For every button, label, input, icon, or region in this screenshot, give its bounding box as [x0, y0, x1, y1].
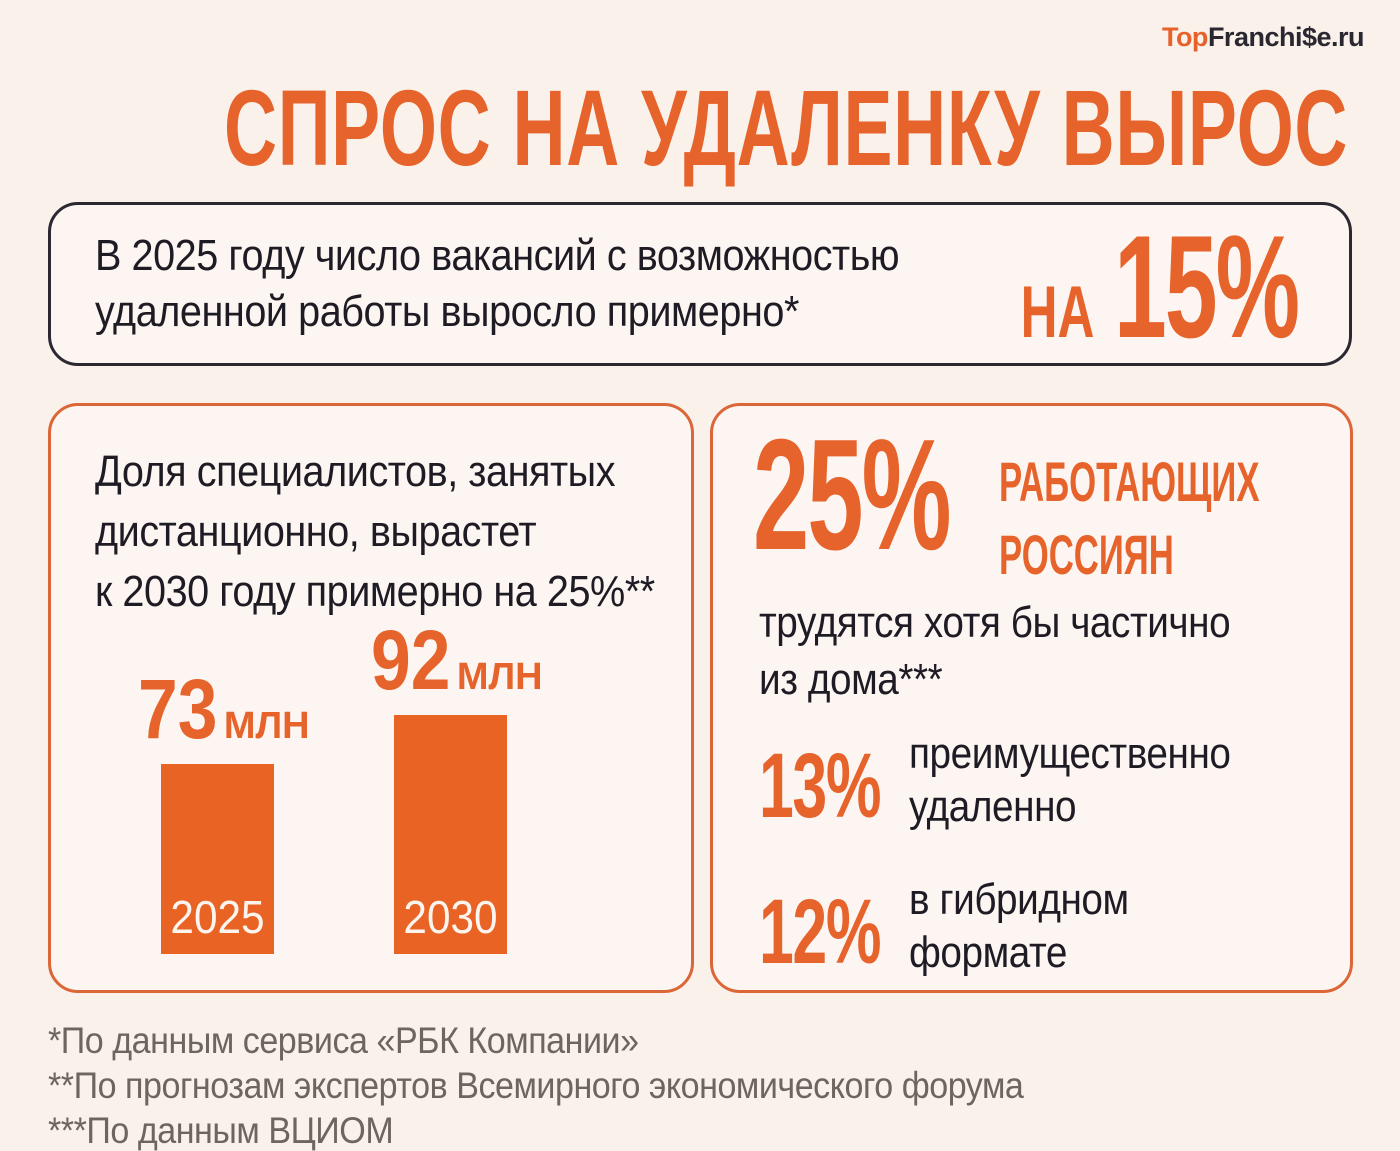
share-stat-label: РАБОТАЮЩИХ РОССИЯН [999, 446, 1260, 592]
share-row-value: 13% [759, 735, 881, 837]
bar-group-2025: 73 млн 2025 [107, 662, 327, 954]
share-row-label-line1: преимущественно [909, 729, 1231, 778]
share-stat-label-line2: РОССИЯН [999, 522, 1174, 586]
share-description-line1: трудятся хотя бы частично [759, 598, 1231, 647]
bar: 2025 [160, 764, 274, 954]
headline-card: В 2025 году число вакансий с возможность… [48, 202, 1352, 366]
bar-category-label: 2025 [169, 891, 265, 943]
bar-category-label: 2030 [402, 891, 498, 943]
bar-unit: млн [223, 705, 310, 747]
brand-logo-top: Top [1161, 22, 1208, 52]
share-row-hybrid: 12% в гибридном формате [759, 874, 1159, 980]
bar-value: 73 [138, 662, 218, 756]
share-row-label-line1: в гибридном [909, 875, 1129, 924]
forecast-card: Доля специалистов, занятых дистанционно,… [48, 403, 694, 993]
forecast-heading: Доля специалистов, занятых дистанционно,… [95, 442, 655, 621]
bar-chart: 73 млн 2025 92 млн 2030 [51, 406, 691, 954]
headline-text-line1: В 2025 году число вакансий с возможность… [95, 230, 900, 280]
footnotes: *По данным сервиса «РБК Компании» **По п… [48, 1018, 1024, 1151]
brand-logo-rest: Franchi$e.ru [1207, 22, 1365, 52]
page-title: СПРОС НА УДАЛЕНКУ ВЫРОС [224, 67, 1349, 188]
share-row-value: 12% [759, 881, 881, 983]
share-row-mostly-remote: 13% преимущественно удаленно [759, 728, 1274, 834]
share-row-label: преимущественно удаленно [909, 728, 1231, 834]
bar-unit: млн [456, 656, 543, 698]
share-row-label-line2: удаленно [909, 781, 1077, 831]
headline-text-line2: удаленной работы выросло примерно* [95, 287, 799, 336]
bar: 2030 [393, 715, 507, 954]
footnote-3: ***По данным ВЦИОМ [48, 1110, 394, 1151]
forecast-heading-line3: к 2030 году примерно на 25%** [95, 566, 655, 616]
footnote-2: **По прогнозам экспертов Всемирного экон… [48, 1065, 1024, 1107]
share-description-line2: из дома*** [759, 655, 943, 705]
share-row-label-line2: формате [909, 927, 1067, 977]
share-description: трудятся хотя бы частично из дома*** [759, 594, 1231, 708]
headline-text: В 2025 году число вакансий с возможность… [95, 228, 900, 341]
forecast-heading-line1: Доля специалистов, занятых [95, 447, 616, 496]
headline-stat-prefix: НА [1020, 272, 1094, 353]
share-card: 25% РАБОТАЮЩИХ РОССИЯН трудятся хотя бы … [710, 403, 1353, 993]
bar-value-label: 73 млн [124, 662, 310, 756]
headline-stat-value: 15% [1113, 205, 1300, 368]
headline-stat: НА 15% [989, 214, 1398, 360]
footnote-1: *По данным сервиса «РБК Компании» [48, 1020, 639, 1061]
bar-value-label: 92 млн [357, 613, 543, 707]
forecast-heading-line2: дистанционно, вырастет [95, 506, 537, 556]
share-stat: 25% [753, 407, 1060, 583]
share-stat-value: 25% [753, 407, 952, 583]
share-row-label: в гибридном формате [909, 874, 1129, 980]
brand-logo: TopFranchi$e.ru [1161, 22, 1365, 53]
share-stat-label-line1: РАБОТАЮЩИХ [999, 450, 1260, 513]
bar-group-2030: 92 млн 2030 [340, 613, 560, 954]
bar-value: 92 [371, 613, 451, 707]
